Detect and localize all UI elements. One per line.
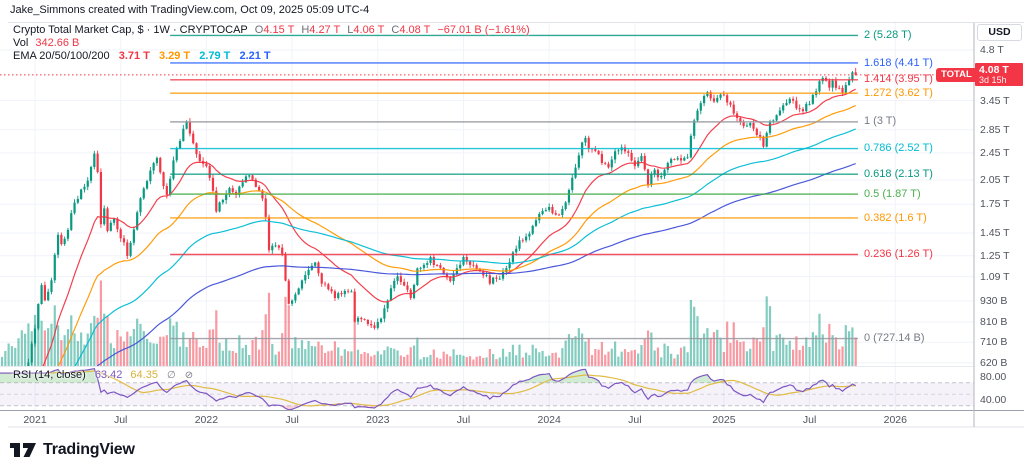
chart-canvas[interactable]: [0, 0, 1024, 473]
tradingview-chart: Jake_Simmons created with TradingView.co…: [0, 0, 1024, 473]
